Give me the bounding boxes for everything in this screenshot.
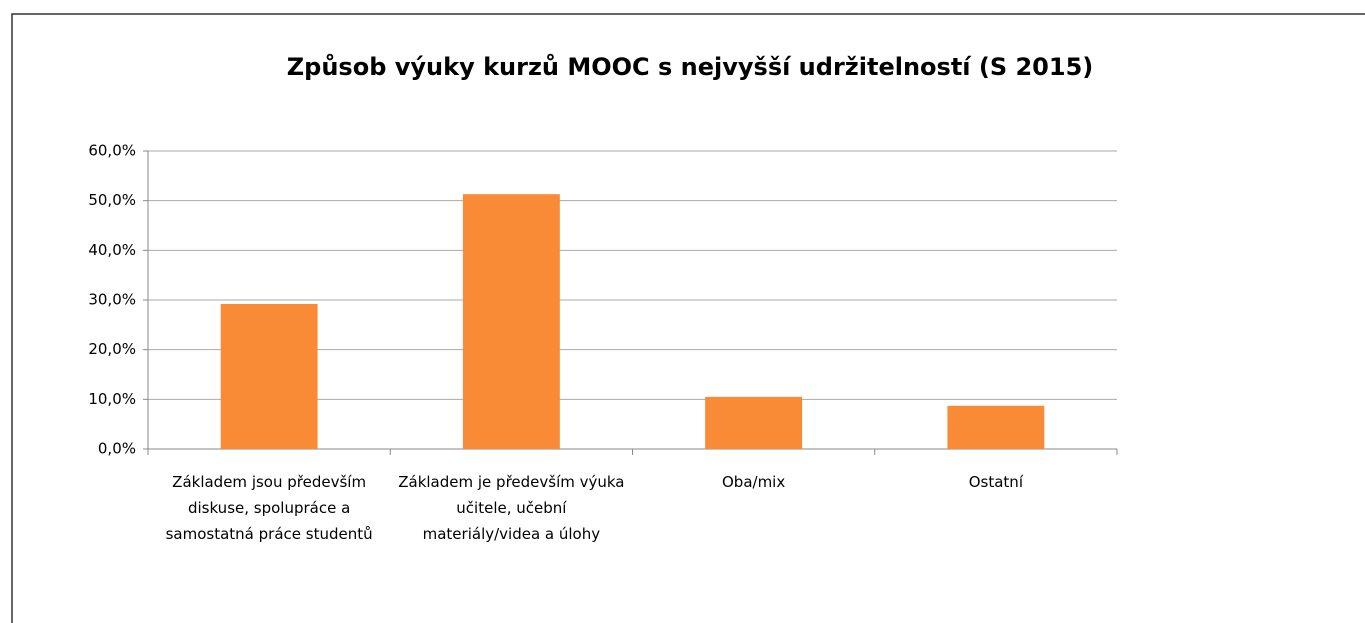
bar [947,405,1045,449]
bar [220,303,318,449]
y-tick-label: 20,0% [88,340,136,358]
x-tick-label-box: Základem je především výuka učitele, uče… [398,473,625,543]
x-tick-label-box: Ostatní [968,473,1023,491]
y-tick-label: 30,0% [88,291,136,309]
y-tick-label: 0,0% [98,440,136,458]
y-tick-label: 10,0% [88,390,136,408]
x-tick-label-box: Oba/mix [722,473,786,491]
x-tick-label-box: Základem jsou především diskuse, spolupr… [165,473,373,543]
x-tick-label: Základem je především výuka učitele, uče… [398,473,625,543]
bar [462,194,560,449]
chart-title: Způsob výuky kurzů MOOC s nejvyšší udrži… [287,53,1094,81]
x-tick-label: Oba/mix [722,473,786,491]
y-tick-label: 40,0% [88,241,136,259]
x-tick-label: Základem jsou především diskuse, spolupr… [165,473,373,543]
y-tick-label: 60,0% [88,142,136,160]
x-tick-label: Ostatní [968,473,1023,491]
y-tick-label: 50,0% [88,191,136,209]
bar [705,396,803,449]
